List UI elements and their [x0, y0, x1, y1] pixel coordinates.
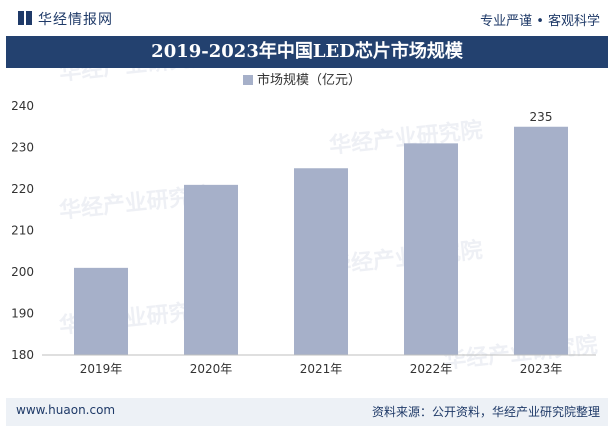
bar: [184, 184, 238, 355]
site-url[interactable]: www.huaon.com: [16, 403, 116, 417]
chart-area: 华经产业研究院华经产业研究院华经产业研究院华经产业研究院华经产业研究院华经产业研…: [0, 44, 614, 398]
chart-title: 2019-2023年中国LED芯片市场规模: [151, 41, 463, 62]
title-bar: 2019-2023年中国LED芯片市场规模: [6, 36, 608, 68]
y-tick-label: 210: [11, 224, 34, 238]
x-tick-label: 2022年: [410, 362, 453, 376]
data-label: 235: [530, 110, 553, 124]
watermark-text: 华经产业研究院: [58, 68, 214, 86]
x-tick-label: 2023年: [520, 362, 563, 376]
bar: [514, 126, 568, 355]
logo-icon: [18, 11, 32, 25]
bar: [74, 267, 128, 355]
legend-label: 市场规模（亿元）: [257, 72, 361, 88]
x-tick-label: 2020年: [190, 362, 233, 376]
top-bar: 华经情报网 专业严谨 • 客观科学: [0, 0, 614, 36]
source-note: 资料来源：公开资料，华经产业研究院整理: [371, 405, 600, 419]
tagline: 专业严谨 • 客观科学: [480, 14, 600, 29]
bar-chart: 华经产业研究院华经产业研究院华经产业研究院华经产业研究院华经产业研究院华经产业研…: [11, 44, 599, 376]
bar: [404, 143, 458, 355]
y-tick-label: 200: [11, 265, 34, 279]
y-tick-label: 180: [11, 348, 34, 362]
x-tick-label: 2019年: [80, 362, 123, 376]
y-tick-label: 240: [11, 99, 34, 113]
x-tick-label: 2021年: [300, 362, 343, 376]
y-tick-label: 220: [11, 182, 34, 196]
y-tick-label: 190: [11, 307, 34, 321]
y-tick-label: 230: [11, 141, 34, 155]
brand-name: 华经情报网: [38, 12, 113, 28]
legend-swatch: [243, 75, 253, 85]
footer: www.huaon.com 资料来源：公开资料，华经产业研究院整理: [6, 398, 608, 426]
bar: [294, 168, 348, 355]
